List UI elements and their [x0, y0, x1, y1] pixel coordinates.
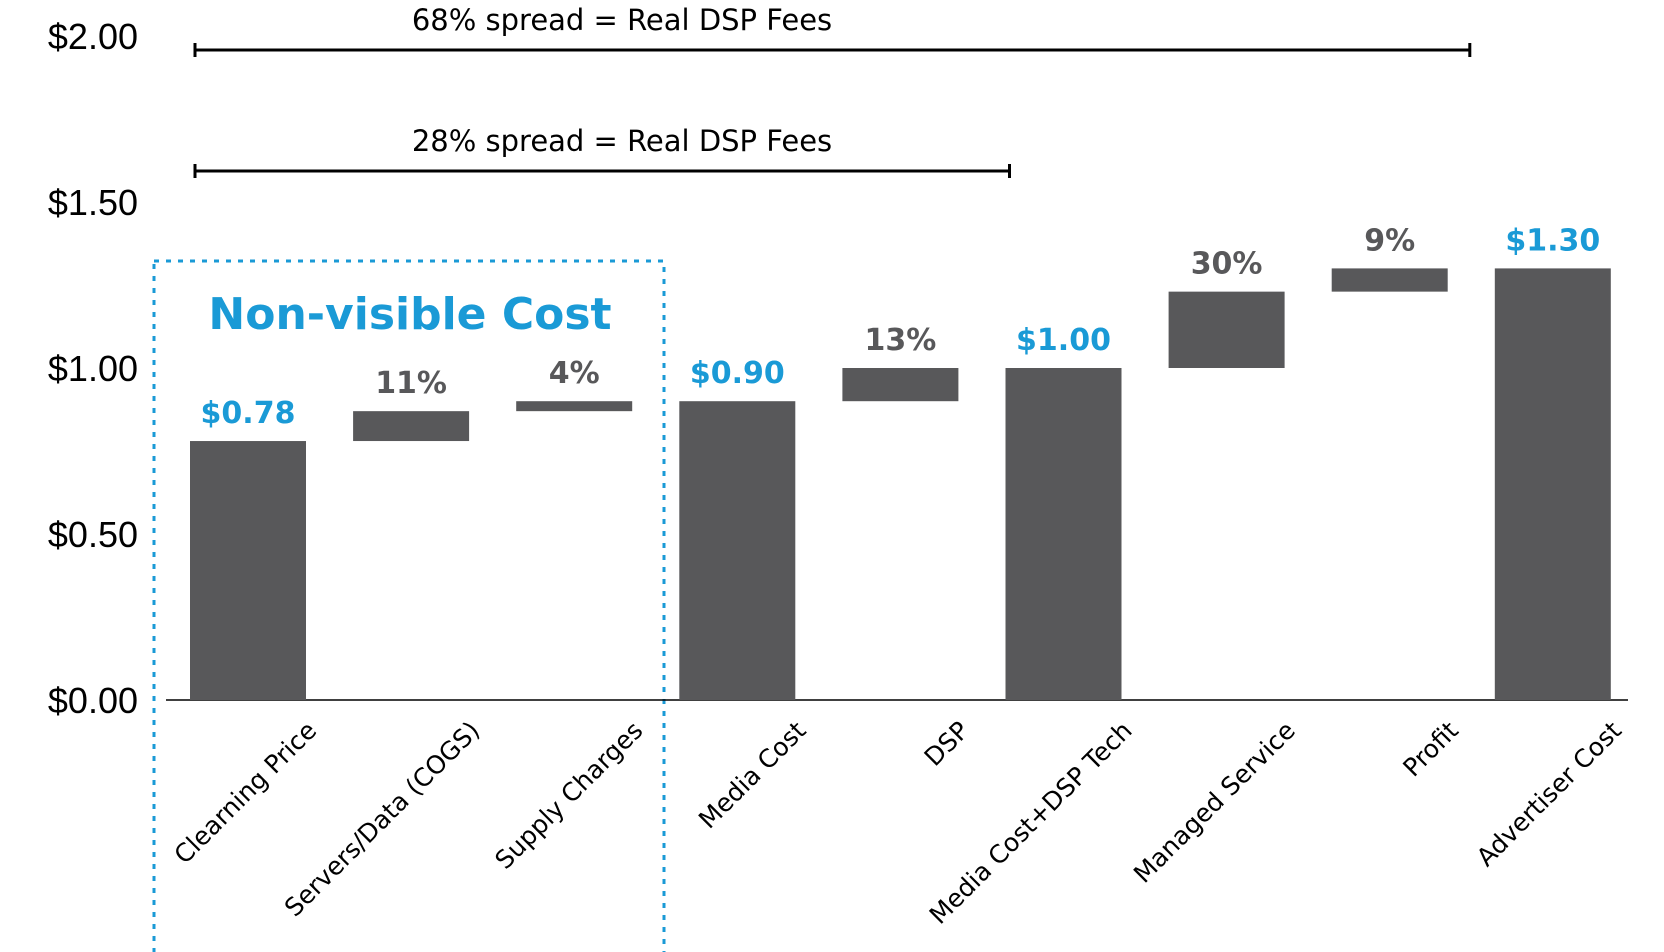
y-tick-label: $0.00 — [48, 680, 138, 721]
x-category-label: Profit — [1397, 716, 1464, 783]
spread-brackets: 68% spread = Real DSP Fees 28% spread = R… — [193, 3, 1472, 178]
data-label: $1.00 — [1016, 323, 1111, 358]
x-category-label: Managed Service — [1128, 716, 1301, 889]
x-category-label: DSP — [919, 716, 975, 772]
y-tick-label: $2.00 — [48, 16, 138, 57]
bar-supply-charges — [516, 401, 633, 412]
data-label: $0.78 — [201, 396, 296, 431]
data-label: 30% — [1191, 247, 1263, 282]
bars — [190, 268, 1611, 700]
bar-dsp — [842, 368, 959, 402]
non-visible-cost-region: Non-visible Cost — [152, 259, 666, 952]
spread-label: 68% spread = Real DSP Fees — [412, 3, 832, 37]
spread-label: 28% spread = Real DSP Fees — [412, 124, 832, 158]
data-label: $0.90 — [690, 356, 785, 391]
bar-profit — [1331, 268, 1448, 292]
non-visible-cost-label: Non-visible Cost — [208, 289, 611, 340]
y-axis: $0.00 $0.50 $1.00 $1.50 $2.00 — [48, 16, 138, 721]
data-label: 9% — [1364, 223, 1415, 258]
bar-advertiser-cost — [1494, 268, 1611, 700]
y-tick-label: $1.50 — [48, 182, 138, 223]
x-category-label: Media Cost — [693, 716, 812, 835]
non-visible-cost-box — [152, 259, 666, 952]
x-category-label: Clearning Price — [169, 716, 323, 870]
y-tick-label: $0.50 — [48, 514, 138, 555]
x-category-label: Supply Charges — [489, 716, 648, 875]
bar-clearning-price — [190, 441, 306, 700]
data-label: 11% — [375, 366, 447, 401]
x-category-label: Advertiser Cost — [1471, 716, 1627, 872]
data-labels: $0.78 11% 4% $0.90 13% $1.00 30% 9% $1.30 — [201, 223, 1601, 431]
y-tick-label: $1.00 — [48, 348, 138, 389]
bar-media-cost — [679, 401, 796, 700]
data-label: $1.30 — [1505, 223, 1600, 258]
bar-servers-data-cogs — [353, 411, 470, 442]
bar-media-cost-dsp-tech — [1005, 368, 1122, 700]
bar-managed-service — [1168, 291, 1285, 368]
data-label: 13% — [864, 323, 936, 358]
data-label: 4% — [549, 356, 600, 391]
